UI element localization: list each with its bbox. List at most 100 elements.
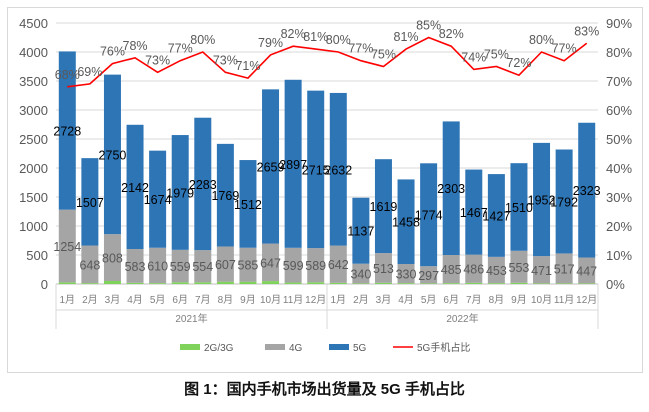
data-label-5g: 1979 xyxy=(166,186,194,200)
bar-2g-3g xyxy=(374,282,392,284)
data-label-5g: 1619 xyxy=(370,200,398,214)
bar-5g xyxy=(149,150,167,248)
bar-5g xyxy=(103,74,121,235)
x-tick-label: 12月 xyxy=(576,294,597,306)
data-label-5g: 2659 xyxy=(257,160,285,174)
bar-2g-3g xyxy=(58,282,76,284)
bar-5g xyxy=(262,89,280,244)
data-label-5g: 2632 xyxy=(324,163,352,177)
data-label-5g: 1458 xyxy=(392,216,420,230)
x-tick-label: 9月 xyxy=(240,294,256,306)
bar-4g xyxy=(397,263,415,284)
data-label-5g: 1467 xyxy=(460,206,488,220)
bar-2g-3g xyxy=(239,281,257,284)
x-tick-label: 1月 xyxy=(60,294,76,306)
data-label-share: 68% xyxy=(55,68,80,82)
x-tick-label: 10月 xyxy=(260,294,281,306)
bar-5g xyxy=(465,169,483,255)
bar-5g xyxy=(374,159,392,254)
bar-5g xyxy=(58,51,76,210)
data-label-share: 72% xyxy=(506,56,531,70)
data-label-4g: 585 xyxy=(238,259,259,273)
bar-5g xyxy=(555,149,573,254)
bar-5g xyxy=(126,124,144,250)
y-left-tick-label: 2000 xyxy=(19,161,48,176)
bar-4g xyxy=(329,245,347,283)
bar-4g xyxy=(442,255,460,284)
bar-2g-3g xyxy=(171,282,189,284)
data-label-5g: 1512 xyxy=(234,198,262,212)
bar-2g-3g xyxy=(487,283,505,284)
data-label-5g: 2750 xyxy=(99,148,127,162)
x-tick-label: 8月 xyxy=(218,294,234,306)
data-label-share: 82% xyxy=(439,27,464,41)
data-label-5g: 1952 xyxy=(528,193,556,207)
bar-4g xyxy=(307,248,325,283)
legend-swatch xyxy=(329,344,349,350)
bar-4g xyxy=(149,247,167,284)
chart: 0 0% 500 10% 1000 20% 1500 30% 2000 40% 2500 50% 300… xyxy=(19,16,632,354)
data-label-5g: 1792 xyxy=(550,195,578,209)
bar-4g xyxy=(465,254,483,283)
data-label-4g: 583 xyxy=(125,260,146,274)
data-label-5g: 2897 xyxy=(279,158,307,172)
bar-2g-3g xyxy=(442,283,460,284)
x-tick-label: 2月 xyxy=(353,294,369,306)
chart-caption: 图 1：国内手机市场出货量及 5G 手机占比 xyxy=(184,381,465,398)
data-label-share: 75% xyxy=(371,48,396,62)
y-left-tick-label: 2500 xyxy=(19,132,48,147)
y-right-tick-label: 70% xyxy=(606,74,632,89)
data-label-5g: 1507 xyxy=(76,196,104,210)
bar-4g xyxy=(533,256,551,284)
legend-label: 2G/3G xyxy=(204,343,234,354)
bar-5g xyxy=(442,121,460,256)
bar-5g xyxy=(352,197,370,264)
data-label-share: 82% xyxy=(281,27,306,41)
bar-4g xyxy=(216,246,234,282)
y-right-tick-label: 50% xyxy=(606,132,632,147)
legend-swatch xyxy=(180,344,200,350)
bar-4g xyxy=(374,253,392,283)
y-left-tick-label: 0 xyxy=(41,277,48,292)
data-label-4g: 517 xyxy=(554,262,575,276)
bar-4g xyxy=(262,243,280,282)
bar-4g xyxy=(420,266,438,284)
data-label-4g: 447 xyxy=(576,264,597,278)
data-label-share: 81% xyxy=(394,30,419,44)
data-label-share: 73% xyxy=(213,53,238,67)
bar-5g xyxy=(420,163,438,267)
x-tick-label: 3月 xyxy=(376,294,392,306)
bar-4g xyxy=(194,250,212,283)
bar-5g xyxy=(533,142,551,257)
bar-5g xyxy=(194,117,212,251)
bar-5g xyxy=(216,143,234,247)
bar-4g xyxy=(239,247,257,282)
data-label-4g: 486 xyxy=(463,263,484,277)
x-tick-label: 7月 xyxy=(195,294,211,306)
bar-4g xyxy=(81,245,99,284)
y-right-tick-label: 30% xyxy=(606,190,632,205)
data-label-4g: 554 xyxy=(192,260,213,274)
bar-4g xyxy=(58,209,76,283)
data-label-share: 71% xyxy=(235,59,260,73)
data-label-share: 79% xyxy=(258,36,283,50)
data-label-share: 85% xyxy=(416,19,441,33)
bar-2g-3g xyxy=(329,282,347,284)
bar-5g xyxy=(397,179,415,264)
bar-5g xyxy=(329,92,347,246)
data-label-5g: 2715 xyxy=(302,163,330,177)
bar-5g xyxy=(171,135,189,250)
data-label-share: 76% xyxy=(100,45,125,59)
group-label: 2021年 xyxy=(175,312,207,325)
data-label-share: 77% xyxy=(348,42,373,56)
data-label-4g: 471 xyxy=(531,264,552,278)
bar-2g-3g xyxy=(420,283,438,284)
data-label-share: 77% xyxy=(552,42,577,56)
y-right-tick-label: 80% xyxy=(606,45,632,60)
bar-2g-3g xyxy=(533,283,551,284)
bar-2g-3g xyxy=(126,282,144,284)
data-label-4g: 589 xyxy=(305,259,326,273)
x-tick-label: 6月 xyxy=(172,294,188,306)
x-tick-label: 4月 xyxy=(127,294,143,306)
bar-4g xyxy=(352,263,370,284)
